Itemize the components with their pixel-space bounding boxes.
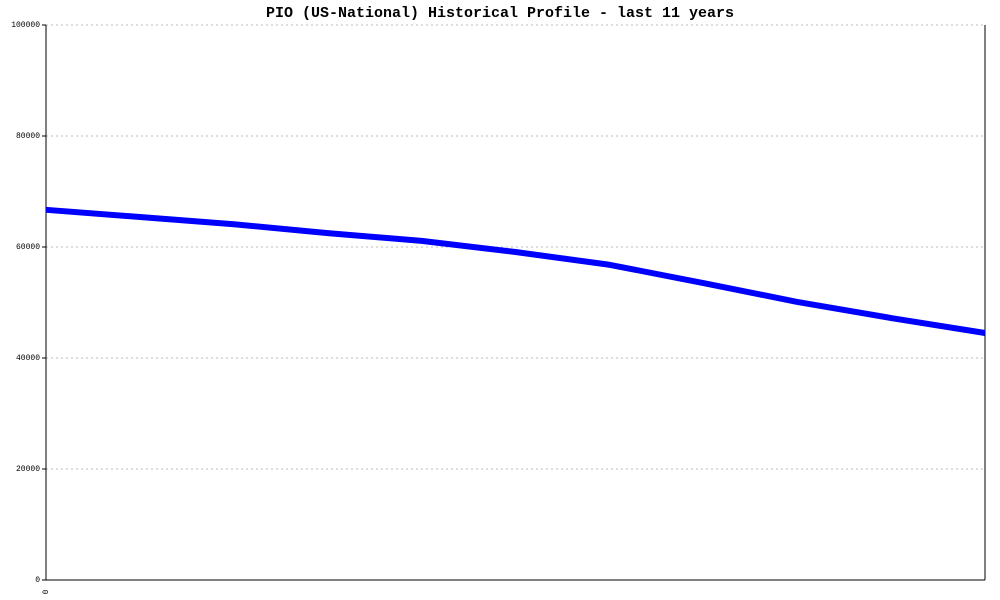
data-line <box>45 206 986 336</box>
y-tick-label: 80000 <box>16 132 40 141</box>
y-tick-label: 20000 <box>16 465 40 474</box>
x-tick-label: 0 <box>42 589 51 594</box>
y-tick-label: 100000 <box>11 21 40 30</box>
y-tick-label: 40000 <box>16 354 40 363</box>
y-tick-label: 0 <box>35 576 40 585</box>
y-tick-label: 60000 <box>16 243 40 252</box>
chart-title: PIO (US-National) Historical Profile - l… <box>266 5 734 22</box>
